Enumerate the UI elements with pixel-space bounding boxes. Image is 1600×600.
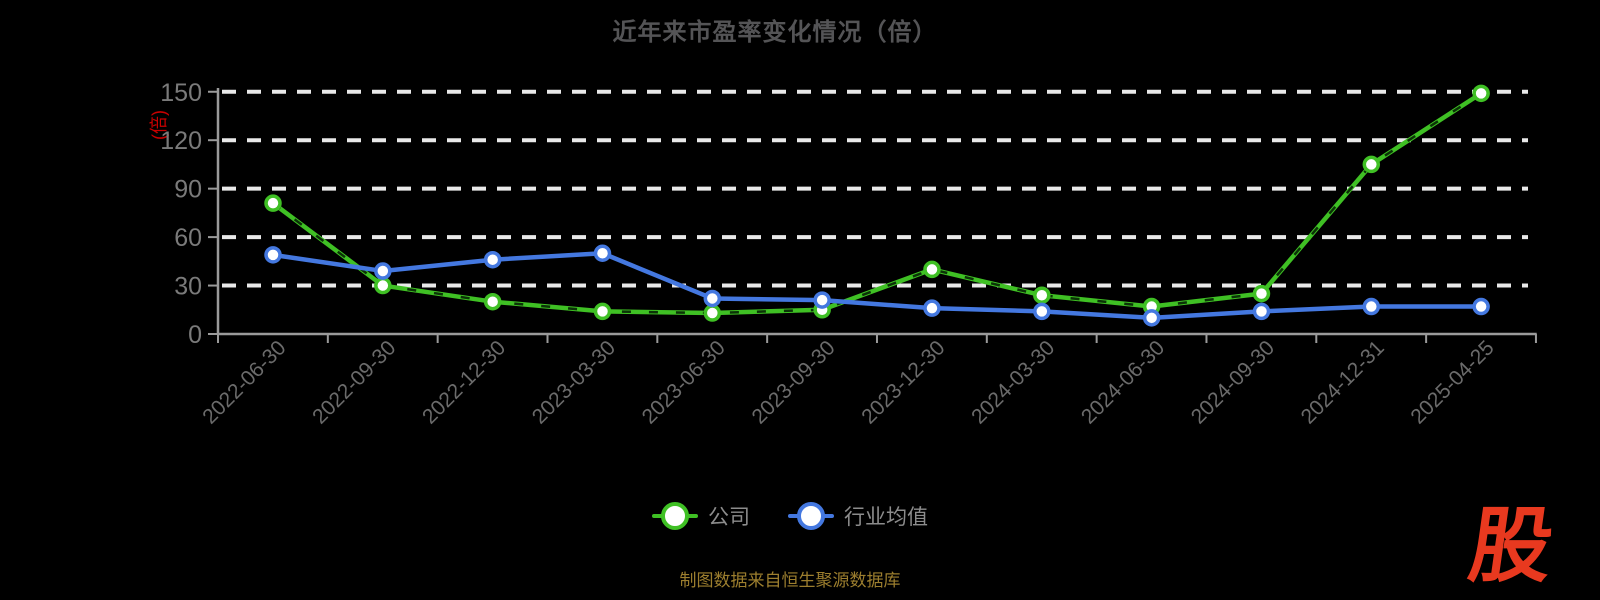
company-legend-marker [652,502,698,530]
industry-point-2023-03-30 [593,244,612,262]
x-tick-label: 2022-09-30 [308,336,400,428]
company-point-2023-12-30 [923,260,941,279]
industry-line [270,251,1484,321]
company-line [270,91,1484,316]
x-tick-label: 2024-03-30 [967,336,1059,428]
y-tick-label: 120 [160,127,202,155]
x-tick-label: 2023-03-30 [528,336,620,428]
x-tick-label: 2025-04-25 [1406,336,1498,428]
industry-legend-dot-icon [797,502,825,530]
company-point-2022-12-30 [483,292,502,311]
company-point-2023-06-30 [703,304,722,322]
x-tick-label: 2022-06-30 [198,336,290,428]
industry-point-2025-04-25 [1472,297,1490,316]
industry-point-2022-12-30 [483,250,502,269]
company-point-2024-09-30 [1252,284,1271,303]
x-tick-label: 2024-12-31 [1297,336,1389,428]
x-tick-label: 2022-12-30 [418,336,510,428]
company-legend-dot-icon [661,502,689,530]
company-point-2024-03-30 [1033,286,1051,304]
legend-item-industry[interactable]: 行业均值 [788,501,928,531]
industry-point-2023-12-30 [923,299,941,317]
industry-point-2024-03-30 [1033,302,1051,321]
chart-title: 近年来市盈率变化情况（倍） [612,19,938,46]
company-point-2023-03-30 [593,302,612,321]
x-tick-label: 2023-06-30 [638,336,730,428]
industry-point-2022-09-30 [374,262,392,280]
company-legend-label: 公司 [708,506,750,529]
chart-legend: 公司 行业均值 [0,501,1580,531]
company-point-2024-12-31 [1362,155,1381,174]
industry-point-2024-12-31 [1362,297,1381,316]
company-point-2025-04-25 [1472,84,1490,103]
x-tick-label: 2023-12-30 [857,336,949,428]
x-tick-label: 2023-09-30 [747,336,839,428]
x-tick-label: 2024-06-30 [1077,336,1169,428]
y-tick-label: 90 [174,176,202,204]
legend-item-company[interactable]: 公司 [652,501,750,531]
y-tick-label: 150 [160,79,202,107]
industry-point-2023-06-30 [703,289,722,308]
industry-point-2024-09-30 [1252,302,1271,321]
y-tick-label: 0 [188,321,202,349]
industry-point-2024-06-30 [1142,309,1161,327]
line-chart-plot-area: 0 30 60 90 120 150 2022-06-30 2022-09-30 2022-12… [160,79,1537,428]
company-point-2022-06-30 [264,194,282,212]
industry-point-2023-09-30 [813,291,831,309]
y-tick-label: 30 [174,273,202,301]
industry-legend-label: 行业均值 [844,506,928,529]
x-tick-label: 2024-09-30 [1187,336,1279,428]
data-source-caption: 制图数据来自恒生聚源数据库 [679,571,901,590]
industry-legend-marker [788,502,834,530]
y-tick-label: 60 [174,224,202,252]
industry-point-2022-06-30 [264,246,282,264]
stock-site-logo: 股 [1463,501,1559,592]
company-line-dash-overlay [272,92,1482,315]
company-point-2022-09-30 [374,276,392,295]
